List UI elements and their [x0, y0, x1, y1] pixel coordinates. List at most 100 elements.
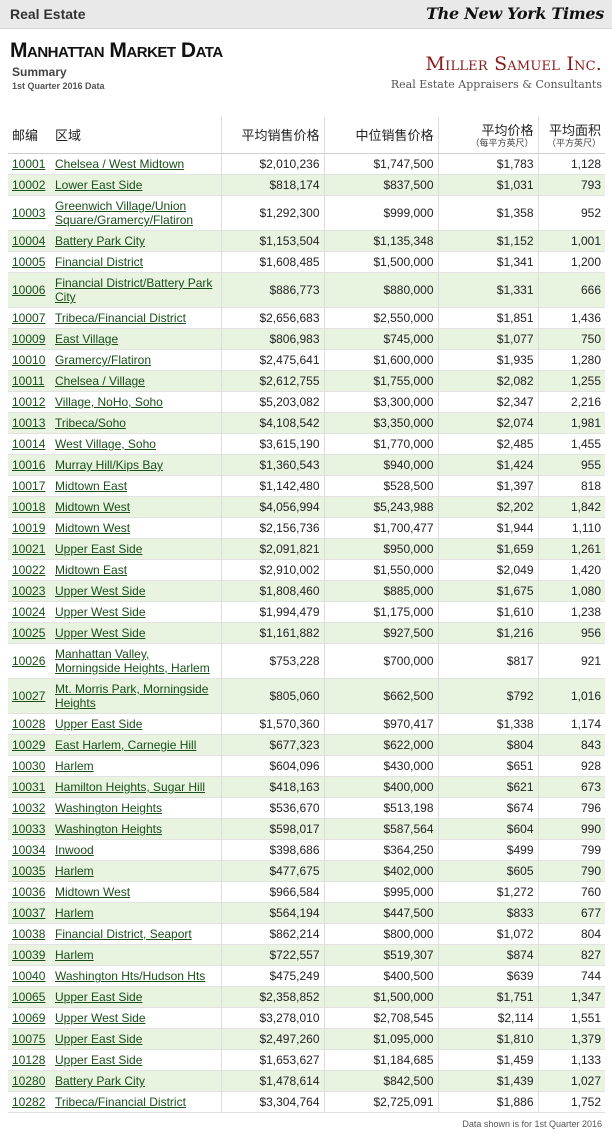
- zip-link[interactable]: 10128: [12, 1053, 46, 1067]
- area-link[interactable]: Manhattan Valley, Morningside Heights, H…: [55, 647, 210, 675]
- zip-link[interactable]: 10282: [12, 1095, 46, 1109]
- area-link[interactable]: Chelsea / West Midtown: [55, 157, 185, 171]
- area-link[interactable]: Gramercy/Flatiron: [55, 353, 152, 367]
- zip-link[interactable]: 10014: [12, 437, 46, 451]
- zip-link[interactable]: 10009: [12, 332, 46, 346]
- zip-link[interactable]: 10037: [12, 906, 46, 920]
- area-link[interactable]: Tribeca/Financial District: [55, 1095, 186, 1109]
- area-link[interactable]: Washington Heights: [55, 801, 162, 815]
- area-link[interactable]: Washington Hts/Hudson Hts: [55, 969, 206, 983]
- col-header-avg-size[interactable]: 平均面积 （平方英尺）: [537, 117, 605, 154]
- area-link[interactable]: Lower East Side: [55, 178, 143, 192]
- zip-link[interactable]: 10004: [12, 234, 46, 248]
- area-link[interactable]: Upper West Side: [55, 626, 146, 640]
- publisher-logo[interactable]: The New York Times: [426, 4, 604, 23]
- zip-link[interactable]: 10075: [12, 1032, 46, 1046]
- section-label[interactable]: Real Estate: [10, 6, 86, 22]
- zip-link[interactable]: 10007: [12, 311, 46, 325]
- area-link[interactable]: Tribeca/Soho: [55, 416, 126, 430]
- avg-ppsf-cell: $833: [437, 902, 538, 924]
- zip-link[interactable]: 10029: [12, 738, 46, 752]
- zip-link[interactable]: 10033: [12, 822, 46, 836]
- zip-link[interactable]: 10017: [12, 479, 46, 493]
- zip-link[interactable]: 10005: [12, 255, 46, 269]
- zip-link[interactable]: 10026: [12, 654, 46, 668]
- area-link[interactable]: West Village, Soho: [55, 437, 156, 451]
- col-header-avg-ppsf[interactable]: 平均价格 （每平方英尺）: [437, 117, 538, 154]
- area-link[interactable]: Financial District: [55, 255, 144, 269]
- zip-link[interactable]: 10023: [12, 584, 46, 598]
- zip-link[interactable]: 10030: [12, 759, 46, 773]
- area-link[interactable]: Upper East Side: [55, 1032, 143, 1046]
- table-row: 10033 Washington Heights $598,017 $587,564 $…: [8, 818, 605, 840]
- area-link[interactable]: Tribeca/Financial District: [55, 311, 186, 325]
- zip-link[interactable]: 10038: [12, 927, 46, 941]
- area-link[interactable]: Village, NoHo, Soho: [55, 395, 163, 409]
- area-link[interactable]: Midtown West: [55, 885, 131, 899]
- area-link[interactable]: Battery Park City: [55, 1074, 146, 1088]
- zip-link[interactable]: 10006: [12, 283, 46, 297]
- zip-link[interactable]: 10065: [12, 990, 46, 1004]
- area-link[interactable]: Harlem: [55, 759, 94, 773]
- median-price-cell: $587,564: [323, 818, 438, 840]
- zip-link[interactable]: 10002: [12, 178, 46, 192]
- area-link[interactable]: Mt. Morris Park, Morningside Heights: [55, 682, 209, 710]
- zip-link[interactable]: 10025: [12, 626, 46, 640]
- area-link[interactable]: Upper East Side: [55, 542, 143, 556]
- zip-link[interactable]: 10031: [12, 780, 46, 794]
- zip-link[interactable]: 10039: [12, 948, 46, 962]
- zip-link[interactable]: 10018: [12, 500, 46, 514]
- area-link[interactable]: Harlem: [55, 864, 94, 878]
- zip-link[interactable]: 10016: [12, 458, 46, 472]
- area-link[interactable]: Financial District/Battery Park City: [55, 276, 213, 304]
- area-link[interactable]: Hamilton Heights, Sugar Hill: [55, 780, 206, 794]
- zip-link[interactable]: 10027: [12, 689, 46, 703]
- area-link[interactable]: Financial District, Seaport: [55, 927, 192, 941]
- zip-link[interactable]: 10010: [12, 353, 46, 367]
- zip-link[interactable]: 10069: [12, 1011, 46, 1025]
- zip-link[interactable]: 10040: [12, 969, 46, 983]
- zip-link[interactable]: 10032: [12, 801, 46, 815]
- area-link[interactable]: Harlem: [55, 906, 94, 920]
- col-header-median-price[interactable]: 中位销售价格: [323, 117, 438, 154]
- zip-link[interactable]: 10024: [12, 605, 46, 619]
- col-header-area[interactable]: 区域: [51, 117, 221, 154]
- zip-link[interactable]: 10280: [12, 1074, 46, 1088]
- col-header-avg-price[interactable]: 平均销售价格: [220, 117, 324, 154]
- median-price-cell: $400,000: [323, 776, 438, 798]
- area-link[interactable]: Midtown East: [55, 479, 128, 493]
- area-link[interactable]: Midtown East: [55, 563, 128, 577]
- area-link[interactable]: Battery Park City: [55, 234, 146, 248]
- zip-link[interactable]: 10013: [12, 416, 46, 430]
- area-link[interactable]: Chelsea / Village: [55, 374, 145, 388]
- zip-link[interactable]: 10028: [12, 717, 46, 731]
- area-link[interactable]: Upper West Side: [55, 605, 146, 619]
- area-link[interactable]: Upper West Side: [55, 584, 146, 598]
- zip-link[interactable]: 10022: [12, 563, 46, 577]
- area-link[interactable]: Midtown West: [55, 521, 131, 535]
- area-link[interactable]: Greenwich Village/Union Square/Gramercy/…: [55, 199, 194, 227]
- area-link[interactable]: Inwood: [55, 843, 94, 857]
- area-link[interactable]: East Village: [55, 332, 119, 346]
- area-link[interactable]: Upper East Side: [55, 1053, 143, 1067]
- area-link[interactable]: Upper East Side: [55, 717, 143, 731]
- area-link[interactable]: Upper East Side: [55, 990, 143, 1004]
- zip-link[interactable]: 10001: [12, 157, 46, 171]
- avg-ppsf-cell: $1,331: [437, 272, 538, 308]
- area-link[interactable]: Murray Hill/Kips Bay: [55, 458, 164, 472]
- zip-link[interactable]: 10035: [12, 864, 46, 878]
- area-link[interactable]: Washington Heights: [55, 822, 162, 836]
- area-link[interactable]: East Harlem, Carnegie Hill: [55, 738, 197, 752]
- area-link[interactable]: Harlem: [55, 948, 94, 962]
- zip-link[interactable]: 10019: [12, 521, 46, 535]
- zip-link[interactable]: 10012: [12, 395, 46, 409]
- area-cell: Inwood: [51, 839, 221, 861]
- zip-link[interactable]: 10003: [12, 206, 46, 220]
- zip-link[interactable]: 10021: [12, 542, 46, 556]
- zip-link[interactable]: 10034: [12, 843, 46, 857]
- area-link[interactable]: Upper West Side: [55, 1011, 146, 1025]
- zip-link[interactable]: 10036: [12, 885, 46, 899]
- zip-link[interactable]: 10011: [12, 374, 45, 388]
- col-header-zip[interactable]: 邮编: [8, 117, 51, 154]
- area-link[interactable]: Midtown West: [55, 500, 131, 514]
